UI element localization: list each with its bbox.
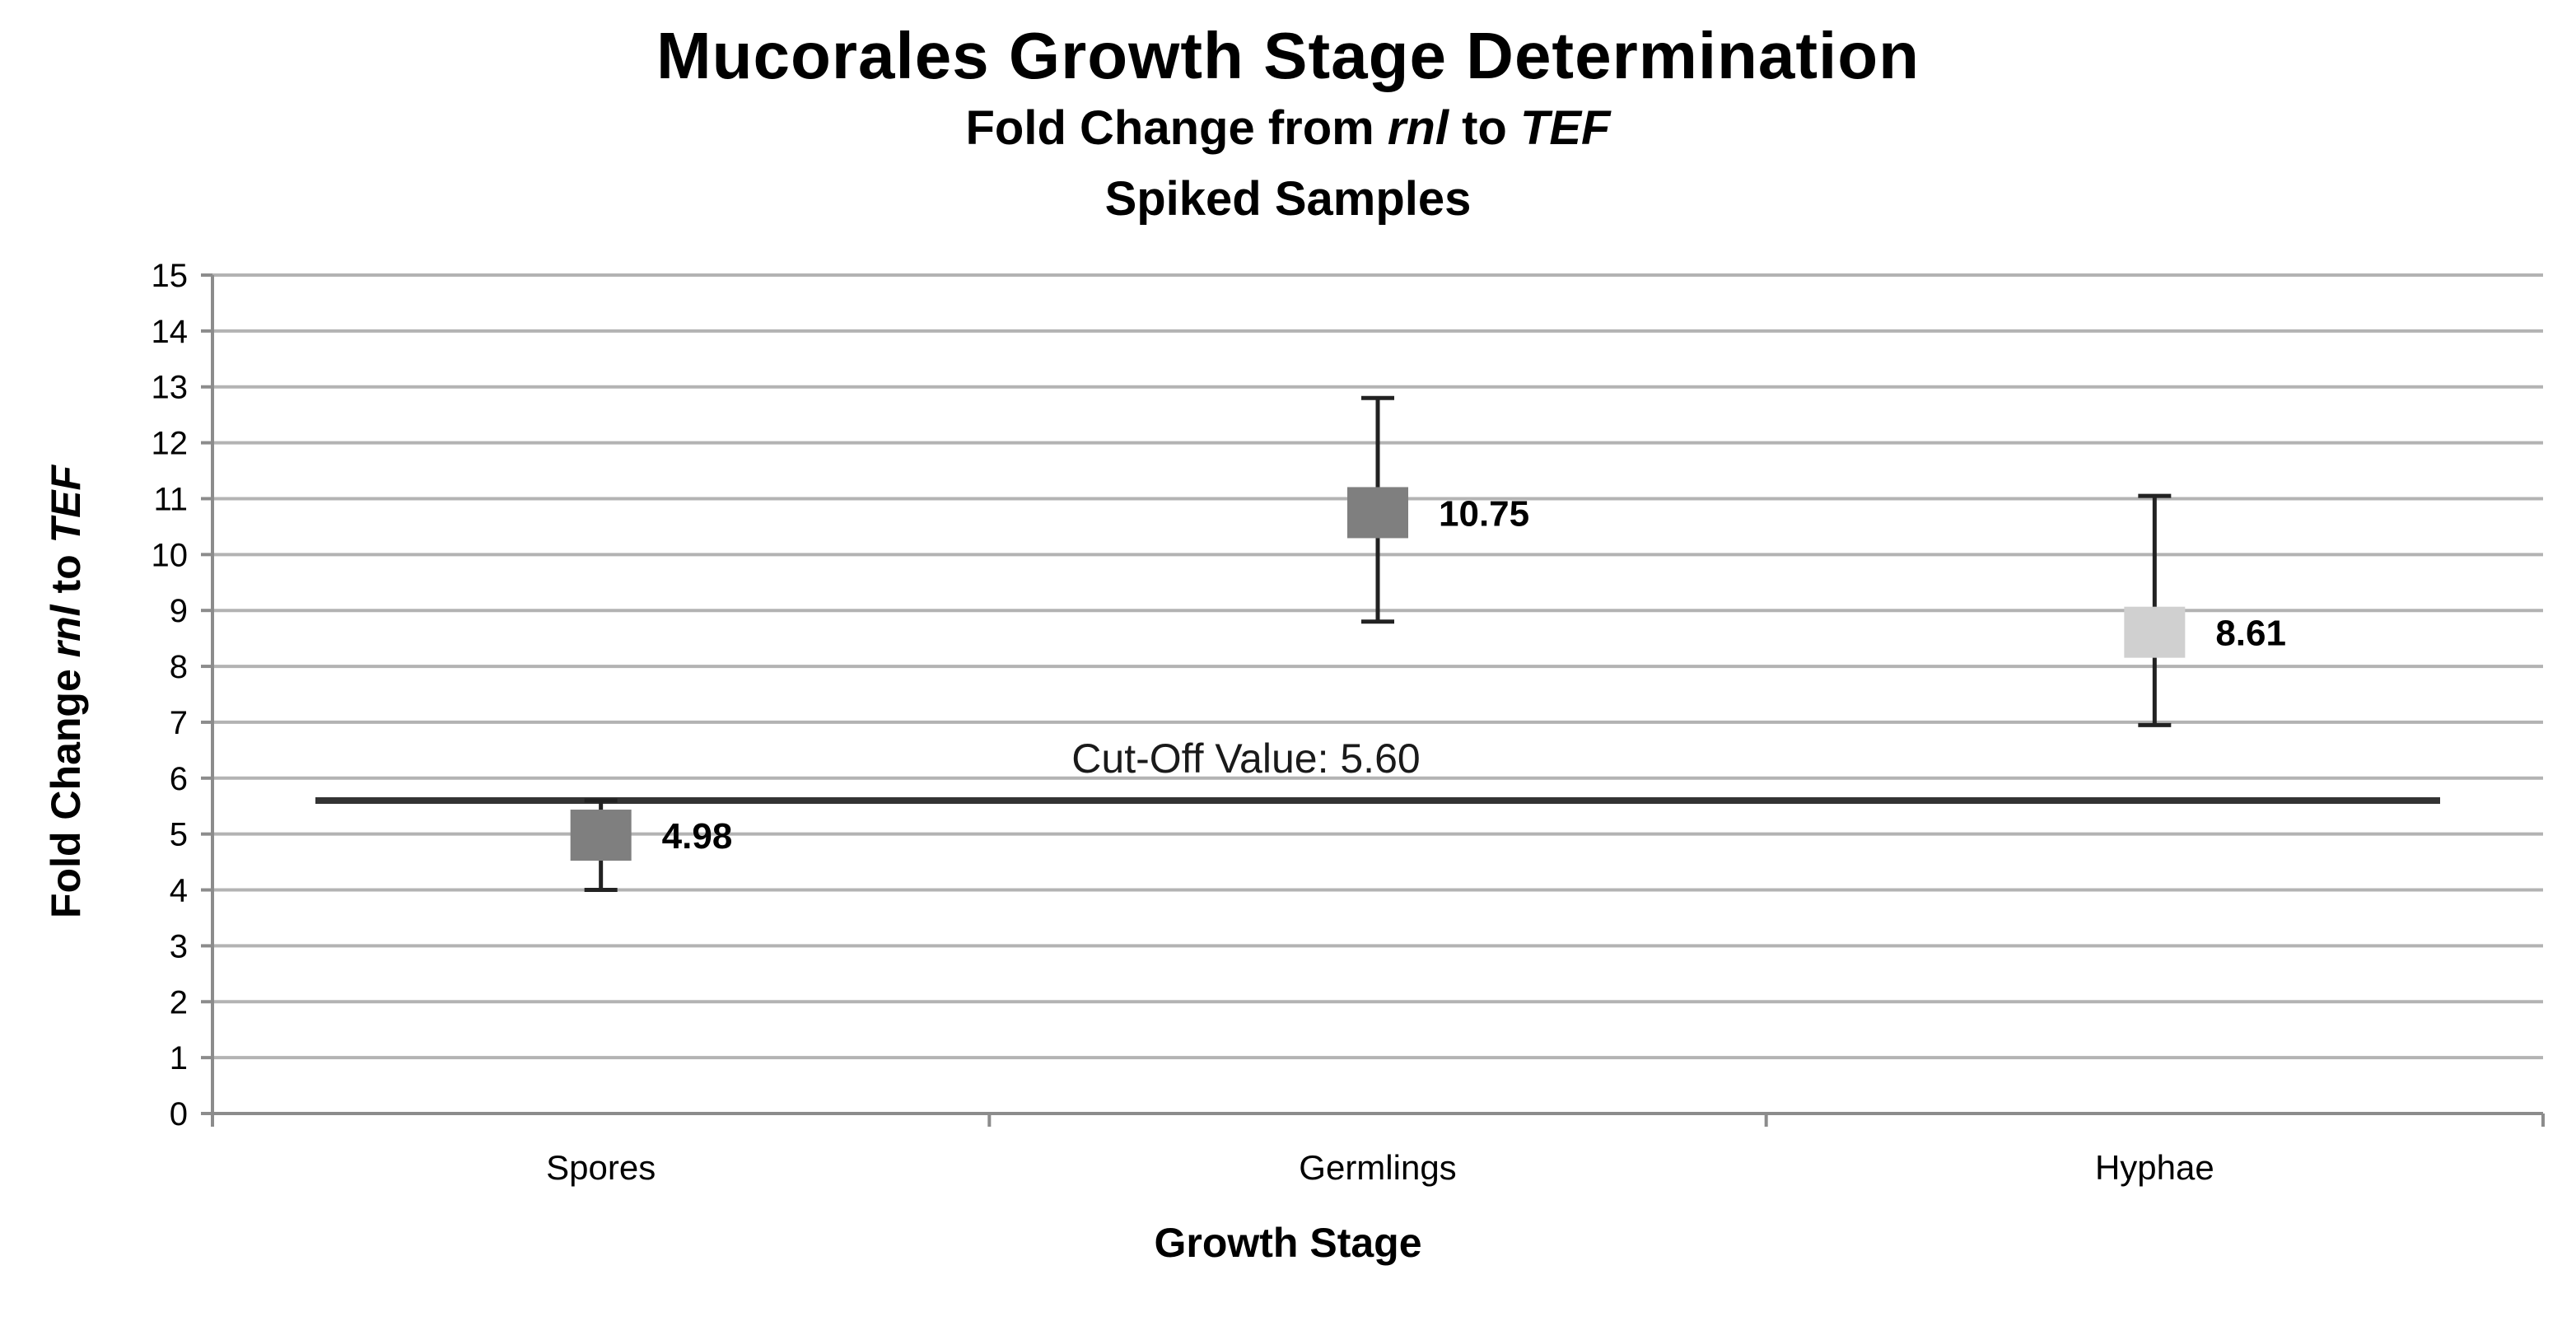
y-tick-label: 8 <box>170 649 188 685</box>
cutoff-label: Cut-Off Value: 5.60 <box>1071 735 1420 782</box>
y-tick-label: 11 <box>153 481 188 517</box>
y-tick-label: 15 <box>152 258 189 294</box>
y-tick-label: 0 <box>170 1096 188 1132</box>
data-label: 8.61 <box>2215 614 2286 654</box>
data-point-hyphae <box>2124 606 2186 658</box>
x-axis-label: Growth Stage <box>1154 1220 1422 1266</box>
data-point-spores <box>570 810 632 861</box>
y-tick-label: 12 <box>152 426 189 462</box>
chart-title: Mucorales Growth Stage Determination <box>656 19 1920 92</box>
chart-subtitle: Fold Change from rnl to TEF <box>965 101 1611 155</box>
y-tick-label: 6 <box>170 761 188 797</box>
x-tick-label: Spores <box>546 1148 656 1187</box>
x-tick-label: Germlings <box>1299 1148 1456 1187</box>
y-tick-label: 10 <box>152 537 189 573</box>
y-tick-label: 13 <box>152 370 189 406</box>
y-tick-label: 4 <box>170 873 188 909</box>
x-tick-label: Hyphae <box>2095 1148 2214 1187</box>
y-tick-label: 1 <box>170 1040 188 1076</box>
data-point-germlings <box>1347 487 1408 539</box>
y-tick-label: 2 <box>170 984 188 1020</box>
y-tick-label: 14 <box>152 314 189 350</box>
y-tick-label: 9 <box>170 593 188 629</box>
y-tick-label: 7 <box>170 705 188 741</box>
data-label: 10.75 <box>1439 493 1529 534</box>
y-tick-label: 3 <box>170 928 188 964</box>
data-label: 4.98 <box>662 816 733 857</box>
y-tick-label: 5 <box>170 817 188 853</box>
chart-subtitle-2: Spiked Samples <box>1104 172 1472 226</box>
y-axis-label: Fold Change rnl to TEF <box>43 465 89 918</box>
